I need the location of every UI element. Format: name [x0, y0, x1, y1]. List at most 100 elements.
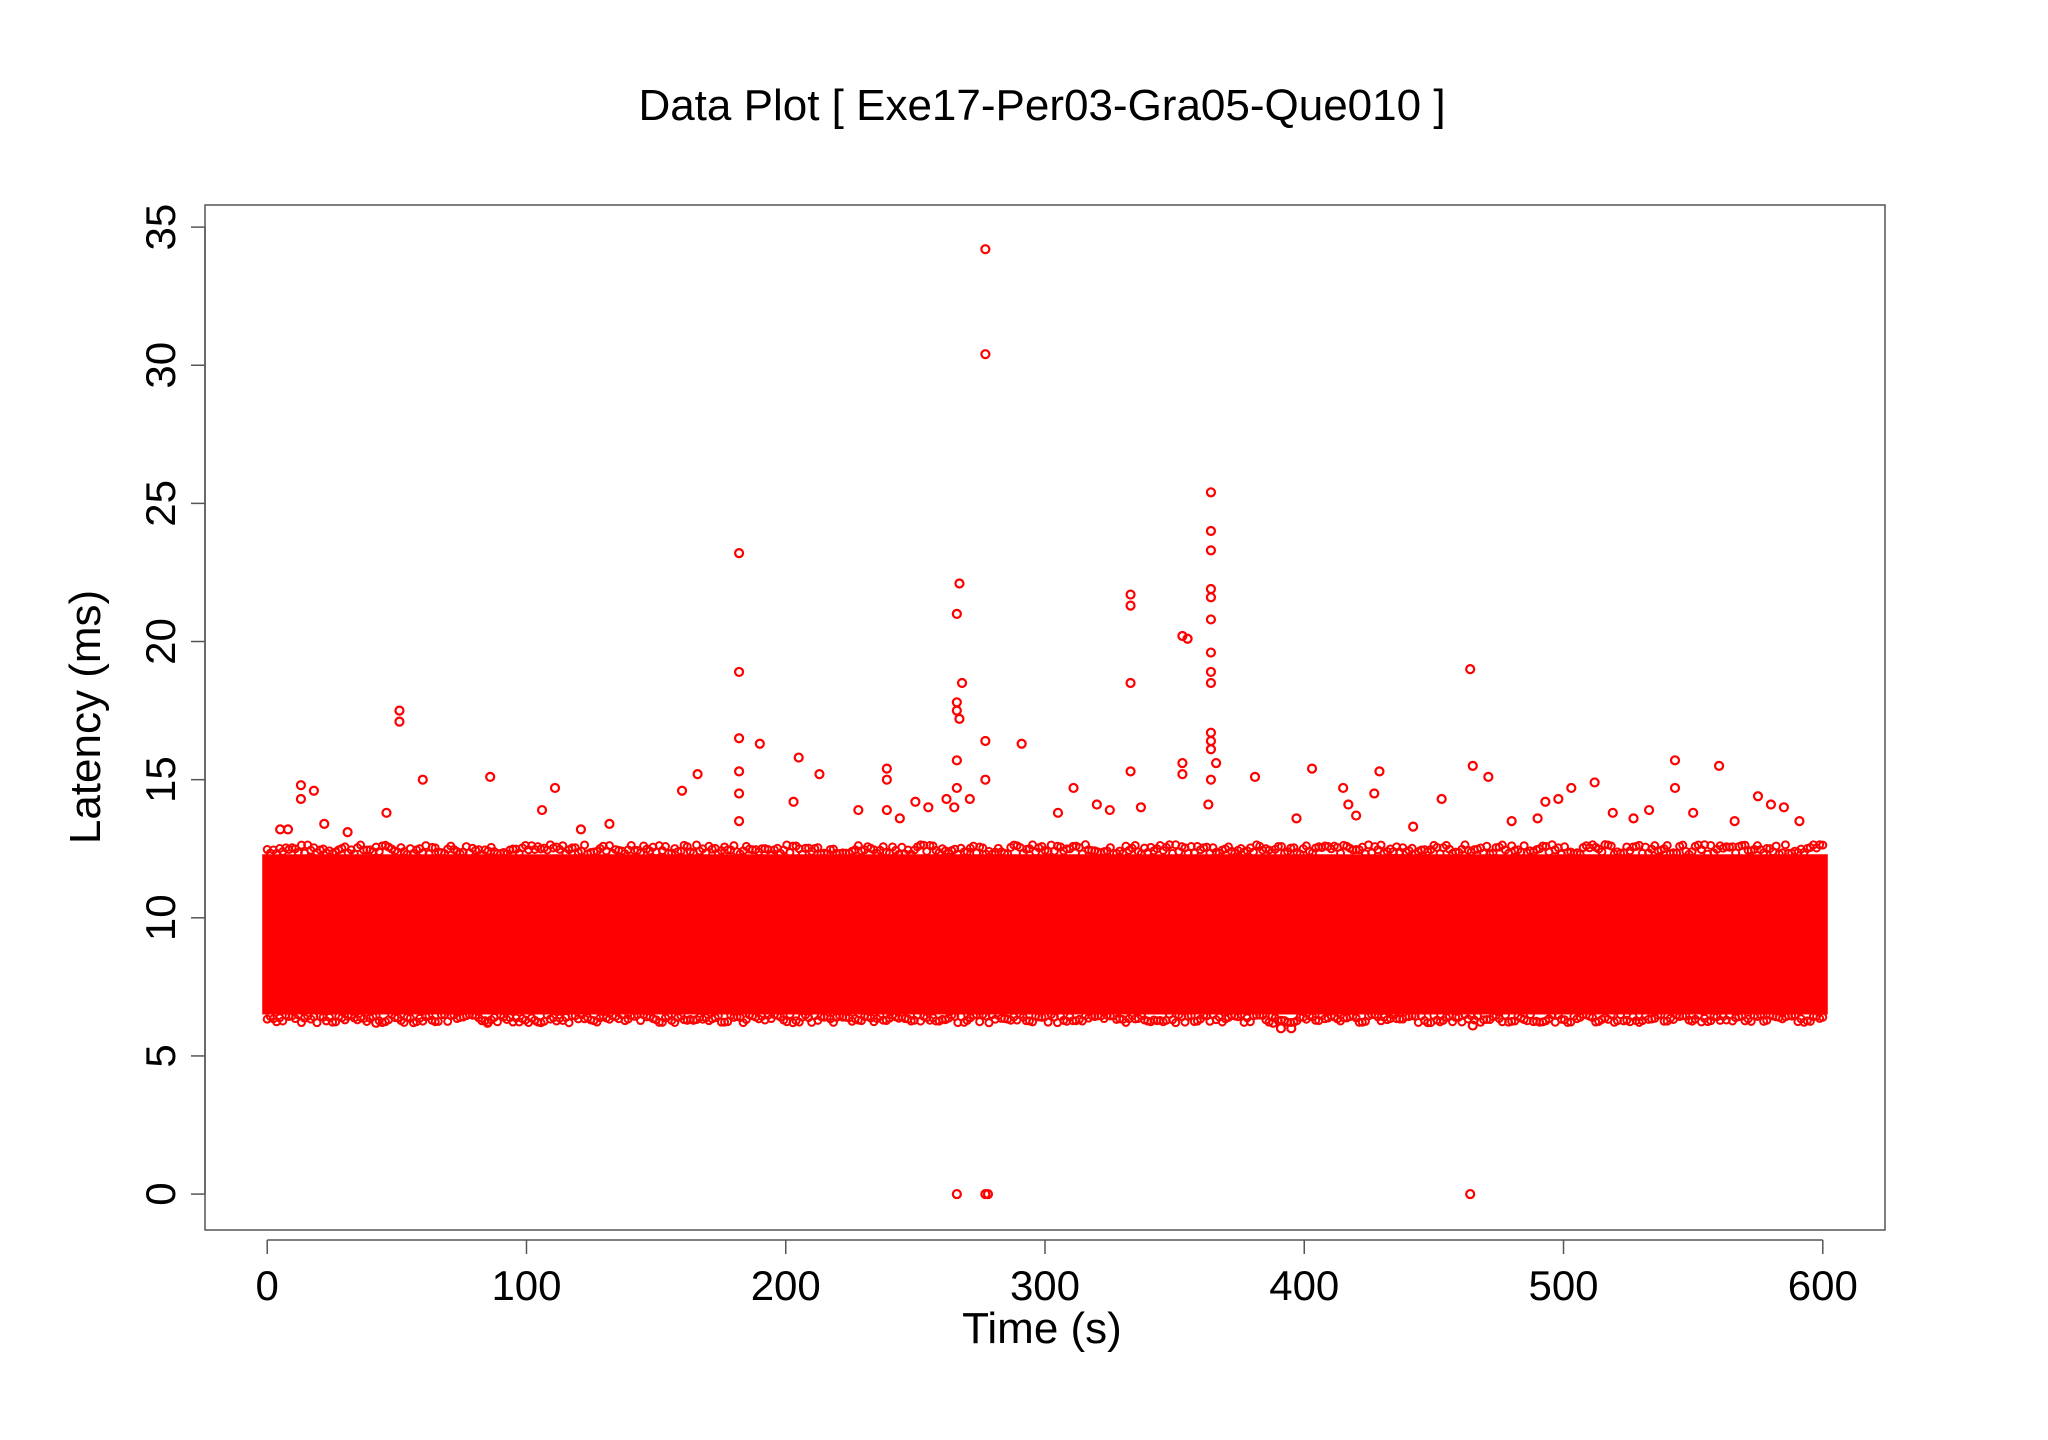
data-point — [1125, 677, 1136, 689]
band-edge-point — [785, 1010, 795, 1020]
band-edge-point — [1756, 1010, 1766, 1020]
data-point — [1205, 666, 1217, 678]
data-point — [381, 807, 392, 818]
data-point — [980, 774, 991, 785]
data-point — [1205, 592, 1217, 603]
data-point — [1467, 1020, 1478, 1031]
data-point — [1125, 600, 1136, 611]
data-point — [1713, 760, 1725, 771]
data-point — [1778, 802, 1789, 813]
band-edge-point — [580, 840, 590, 850]
data-point — [1540, 796, 1551, 807]
band-edge-point — [1336, 848, 1346, 858]
data-point — [1765, 799, 1777, 810]
data-point — [1628, 813, 1639, 824]
data-point — [1211, 757, 1222, 769]
data-point — [1268, 1017, 1279, 1028]
data-point — [964, 793, 975, 805]
data-point — [1465, 664, 1476, 675]
data-point — [1177, 757, 1188, 769]
data-point — [980, 735, 991, 747]
band-edge-point — [636, 848, 646, 858]
band-edge-point — [1709, 1012, 1719, 1022]
data-point — [1125, 766, 1136, 777]
data-point — [788, 796, 799, 807]
data-point — [536, 804, 548, 816]
data-point — [733, 766, 745, 777]
data-point — [923, 802, 934, 813]
band-edge-point — [508, 844, 518, 854]
data-point — [1205, 583, 1217, 595]
data-point — [881, 763, 892, 774]
band-edge-point — [1500, 1010, 1510, 1020]
data-points — [275, 244, 1805, 1200]
data-point — [941, 793, 952, 805]
y-tick-label: 35 — [137, 204, 184, 251]
data-point — [1351, 810, 1362, 821]
band-edge-point — [1451, 1012, 1461, 1022]
data-point — [1205, 614, 1217, 625]
data-point — [319, 818, 330, 829]
data-point — [881, 774, 892, 785]
data-point — [951, 755, 962, 766]
data-point — [1104, 804, 1115, 816]
data-point — [853, 804, 864, 816]
band-edge-point — [975, 1017, 985, 1027]
data-point — [733, 788, 745, 799]
data-point — [881, 804, 892, 816]
band-edge-point — [1273, 842, 1283, 852]
data-point — [814, 769, 825, 780]
band-edge-point — [1248, 847, 1258, 857]
data-point — [754, 738, 765, 749]
y-tick-label: 20 — [137, 618, 184, 665]
data-point — [951, 705, 962, 716]
data-point — [1205, 647, 1217, 658]
data-point — [282, 824, 294, 835]
dense-band-region — [262, 854, 1828, 1015]
band-edge-point — [1818, 840, 1828, 850]
data-point — [793, 752, 804, 763]
y-tick-label: 0 — [137, 1182, 184, 1205]
data-point — [1205, 727, 1217, 738]
data-point — [733, 816, 745, 827]
band-edge-point — [558, 841, 568, 851]
x-tick-label: 100 — [491, 1262, 561, 1309]
band-edge-point — [654, 1017, 664, 1027]
data-point — [604, 818, 615, 829]
data-point — [1205, 525, 1217, 537]
band-edge-point — [1597, 847, 1607, 857]
data-point — [951, 1188, 962, 1200]
band-edge-point — [660, 841, 670, 851]
data-point — [1589, 777, 1600, 788]
data-point — [1091, 799, 1102, 810]
data-point — [1467, 760, 1478, 771]
plot-frame — [204, 204, 1886, 1231]
data-point — [1275, 1023, 1287, 1034]
band-edge-point — [1606, 1010, 1616, 1020]
data-point — [371, 1017, 382, 1028]
band-edge-point — [1077, 849, 1087, 859]
data-point — [1016, 738, 1027, 749]
data-point — [1205, 545, 1217, 556]
data-point — [980, 244, 991, 255]
y-axis-title: Latency (ms) — [61, 590, 110, 844]
data-point — [482, 1017, 493, 1028]
band-edge-point — [984, 1018, 994, 1028]
data-point — [692, 769, 703, 780]
data-point — [1203, 799, 1214, 810]
data-point — [951, 697, 962, 708]
y-axis: 0 5 10 15 20 25 30 35 — [137, 204, 206, 1206]
data-point — [1794, 816, 1805, 827]
band-edge-point — [1771, 841, 1781, 851]
band-edge-point — [1043, 1017, 1053, 1027]
data-point — [1566, 782, 1577, 794]
band-edge-point — [1525, 1010, 1535, 1020]
data-point — [1607, 807, 1618, 818]
y-tick-label: 5 — [137, 1044, 184, 1067]
band-edge-point — [959, 847, 969, 857]
x-tick-label: 600 — [1788, 1262, 1858, 1309]
data-point — [733, 733, 745, 744]
data-point — [1205, 744, 1217, 755]
band-edge-point — [1423, 1018, 1433, 1028]
